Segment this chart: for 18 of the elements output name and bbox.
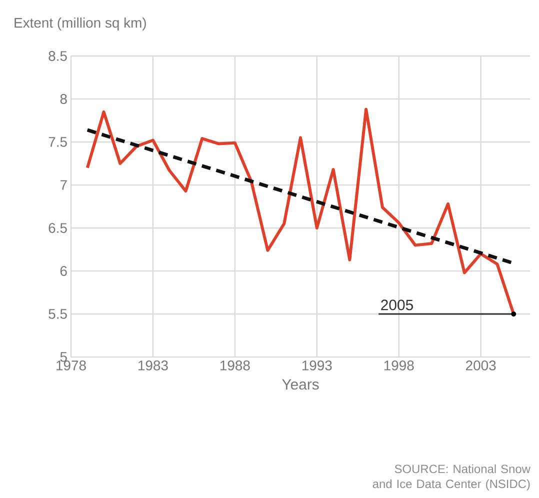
y-tick-label: 7 [60,180,67,190]
y-axis-title: Extent (million sq km) [14,17,146,30]
y-tick-label: 5 [60,352,67,362]
y-tick-label: 5.5 [48,309,67,319]
x-tick-label: 1998 [384,360,414,370]
annotation: 2005 [381,300,413,310]
x-tick-label: 1988 [220,360,250,370]
y-tick-label: 8 [60,94,67,104]
x-axis-title: Years [282,379,319,390]
x-tick-label: 1983 [138,360,168,370]
source-note: SOURCE: National Snow and Ice Data Center (NSIDC) [372,464,530,490]
y-tick-label: 8.5 [48,51,67,61]
y-tick-label: 6 [60,266,67,276]
x-tick-label: 1993 [302,360,332,370]
y-tick-label: 6.5 [48,223,67,233]
x-tick-label: 1978 [56,360,86,370]
y-tick-label: 7.5 [48,137,67,147]
x-tick-label: 2003 [466,360,496,370]
